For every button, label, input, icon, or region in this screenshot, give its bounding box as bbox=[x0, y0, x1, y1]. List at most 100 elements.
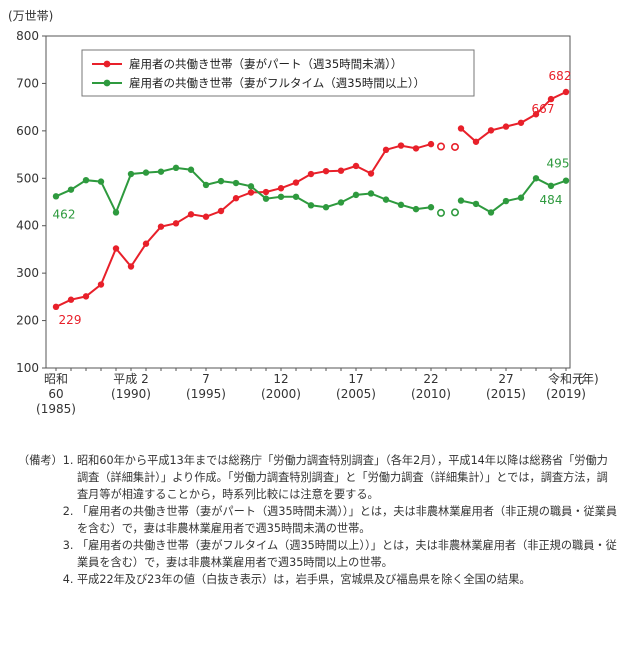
x-tick-label: (2019) bbox=[546, 387, 586, 401]
y-tick-label: 300 bbox=[16, 266, 39, 280]
data-point bbox=[412, 145, 420, 152]
data-point bbox=[112, 209, 120, 216]
data-point bbox=[97, 281, 105, 288]
legend-label: 雇用者の共働き世帯（妻がパート（週35時間未満）） bbox=[129, 57, 402, 71]
data-point bbox=[97, 178, 105, 185]
data-point bbox=[247, 189, 255, 196]
data-point bbox=[562, 177, 570, 184]
data-point bbox=[202, 213, 210, 220]
data-point bbox=[52, 303, 60, 311]
data-point bbox=[127, 263, 135, 270]
chart-svg: (万世帯) 100 200 300 400 500 600 700 800 昭和60(1985) 平… bbox=[8, 9, 599, 416]
data-point bbox=[562, 88, 570, 96]
data-point bbox=[262, 188, 270, 196]
y-unit-label: (万世帯) bbox=[8, 9, 53, 23]
data-point bbox=[322, 204, 330, 211]
y-tick-label: 600 bbox=[16, 124, 39, 138]
note-4: 4. 平成22年及び23年の値（白抜き表示）は，岩手県，宮城県及び福島県を除く全… bbox=[18, 571, 618, 588]
data-point bbox=[277, 193, 285, 200]
data-point bbox=[172, 220, 180, 227]
data-point bbox=[457, 125, 465, 132]
note-1-head: （備考）1. bbox=[18, 454, 77, 467]
data-point bbox=[52, 193, 60, 200]
data-point bbox=[547, 95, 555, 103]
data-point bbox=[307, 170, 315, 178]
data-point bbox=[427, 204, 435, 211]
x-unit-label: (年) bbox=[577, 372, 598, 386]
data-point bbox=[262, 195, 270, 202]
data-point bbox=[172, 164, 180, 172]
data-point bbox=[67, 186, 75, 193]
data-point bbox=[532, 111, 540, 118]
x-tick-label: (1995) bbox=[186, 387, 226, 401]
x-tick-label: 12 bbox=[273, 372, 288, 386]
data-point bbox=[292, 193, 300, 200]
data-point bbox=[502, 197, 510, 205]
x-tick-label: (2010) bbox=[411, 387, 451, 401]
data-point bbox=[367, 170, 375, 177]
y-tick-label: 500 bbox=[16, 171, 39, 185]
data-point bbox=[322, 167, 330, 175]
data-point bbox=[82, 176, 90, 184]
data-point bbox=[217, 177, 225, 185]
data-point bbox=[397, 201, 405, 209]
data-point bbox=[142, 240, 150, 247]
data-point bbox=[472, 200, 480, 208]
data-point bbox=[142, 169, 150, 176]
data-point bbox=[457, 197, 465, 204]
series-line bbox=[55, 143, 432, 308]
data-point bbox=[427, 140, 435, 148]
data-point-hollow bbox=[436, 208, 445, 217]
note-3-head: 3. bbox=[18, 539, 77, 552]
data-point bbox=[412, 205, 420, 213]
data-point bbox=[217, 207, 225, 215]
data-point bbox=[382, 146, 390, 154]
data-label: 462 bbox=[53, 207, 76, 221]
data-point-hollow bbox=[436, 142, 445, 151]
data-point bbox=[352, 191, 360, 199]
data-point bbox=[517, 194, 525, 201]
data-point bbox=[277, 185, 285, 192]
note-3: 3. 「雇用者の共働き世帯（妻がフルタイム（週35時間以上））」とは，夫は非農林… bbox=[18, 537, 618, 571]
data-label: 682 bbox=[549, 69, 572, 83]
plot-frame bbox=[45, 35, 571, 369]
x-tick-label: 60 bbox=[48, 387, 63, 401]
note-2-head: 2. bbox=[18, 505, 77, 518]
data-point bbox=[517, 119, 525, 126]
legend-box bbox=[81, 49, 475, 97]
data-point bbox=[157, 168, 165, 175]
y-tick-label: 100 bbox=[16, 361, 39, 375]
legend-swatch-dot bbox=[103, 60, 111, 68]
y-tick-label: 200 bbox=[16, 314, 39, 328]
series-line bbox=[55, 166, 432, 215]
data-point bbox=[247, 183, 255, 190]
data-point bbox=[67, 296, 75, 303]
data-point bbox=[127, 170, 135, 178]
data-point bbox=[502, 123, 510, 130]
x-tick-label: (1990) bbox=[111, 387, 151, 401]
x-tick-label: 平成 2 bbox=[113, 372, 148, 386]
data-point bbox=[232, 179, 240, 187]
data-point bbox=[382, 196, 390, 203]
x-tick-label: 17 bbox=[348, 372, 363, 386]
data-point bbox=[487, 209, 495, 216]
data-point bbox=[187, 211, 195, 218]
data-point bbox=[547, 182, 555, 190]
x-tick-label: 27 bbox=[498, 372, 513, 386]
data-point bbox=[532, 175, 540, 182]
x-tick-label: 令和元 bbox=[548, 371, 584, 386]
data-point bbox=[487, 127, 495, 134]
x-tick-label: 7 bbox=[202, 372, 210, 386]
notes-section: （備考）1. 昭和60年から平成13年までは総務庁「労働力調査特別調査」（各年2… bbox=[18, 452, 618, 588]
x-tick-label: 昭和 bbox=[44, 372, 68, 386]
note-2: 2. 「雇用者の共働き世帯（妻がパート（週35時間未満））」とは，夫は非農林業雇… bbox=[18, 503, 618, 537]
data-point bbox=[187, 166, 195, 173]
x-tick-label: (2000) bbox=[261, 387, 301, 401]
data-label: 229 bbox=[59, 313, 82, 327]
data-point bbox=[232, 195, 240, 202]
note-4-head: 4. bbox=[18, 573, 77, 586]
note-1: （備考）1. 昭和60年から平成13年までは総務庁「労働力調査特別調査」（各年2… bbox=[18, 452, 618, 503]
data-point bbox=[397, 142, 405, 149]
data-point bbox=[337, 167, 345, 174]
legend-swatch-dot bbox=[103, 79, 111, 87]
